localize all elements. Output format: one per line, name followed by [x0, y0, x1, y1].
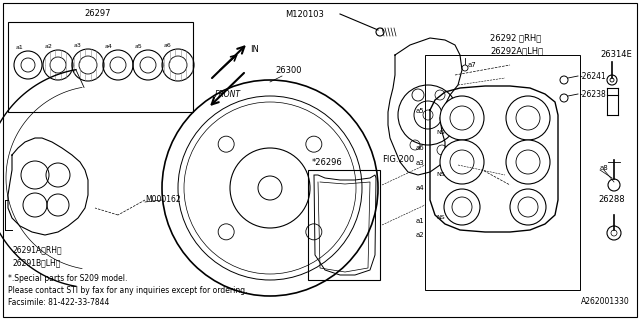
Text: a3: a3 — [415, 160, 424, 166]
Text: a8: a8 — [600, 165, 609, 171]
Circle shape — [444, 189, 480, 225]
Text: -26241: -26241 — [580, 72, 607, 81]
Text: 26288: 26288 — [598, 195, 625, 204]
Text: a4: a4 — [105, 44, 113, 49]
Circle shape — [510, 189, 546, 225]
Text: a4: a4 — [415, 185, 424, 191]
Text: -26238: -26238 — [580, 90, 607, 99]
Text: a7: a7 — [468, 62, 477, 68]
Text: 26291A〈RH〉: 26291A〈RH〉 — [12, 245, 61, 254]
Text: 26297: 26297 — [84, 9, 111, 18]
Bar — [8, 22, 193, 112]
Text: a6: a6 — [164, 43, 172, 48]
Text: *26296: *26296 — [312, 158, 343, 167]
Text: 26314E: 26314E — [600, 50, 632, 59]
Text: a1: a1 — [16, 45, 24, 50]
Text: FRONT: FRONT — [215, 90, 241, 99]
Text: a6: a6 — [415, 145, 424, 151]
Text: Please contact STI by fax for any inquiries except for ordering.: Please contact STI by fax for any inquir… — [8, 286, 248, 295]
Text: a2: a2 — [415, 232, 424, 238]
Text: a5: a5 — [415, 108, 424, 114]
Text: IN: IN — [250, 45, 259, 54]
Text: FIG.200: FIG.200 — [382, 155, 414, 164]
Text: NS: NS — [436, 215, 445, 220]
Text: A262001330: A262001330 — [581, 297, 630, 306]
Text: 26300: 26300 — [275, 66, 301, 75]
Text: M120103: M120103 — [285, 10, 324, 19]
Circle shape — [440, 140, 484, 184]
Text: 26292 〈RH〉: 26292 〈RH〉 — [490, 33, 541, 42]
Text: *.Special parts for S209 model.: *.Special parts for S209 model. — [8, 274, 127, 283]
Circle shape — [440, 96, 484, 140]
Text: NS: NS — [436, 172, 445, 177]
Text: 26292A〈LH〉: 26292A〈LH〉 — [490, 46, 543, 55]
Text: NS: NS — [436, 130, 445, 135]
Text: a5: a5 — [135, 44, 143, 49]
Bar — [425, 55, 580, 290]
Text: M000162: M000162 — [145, 195, 180, 204]
Text: a2: a2 — [45, 44, 53, 49]
Text: 26291B〈LH〉: 26291B〈LH〉 — [12, 258, 60, 267]
Text: a1: a1 — [415, 218, 424, 224]
Circle shape — [506, 140, 550, 184]
Bar — [308, 170, 380, 280]
Text: a3: a3 — [74, 43, 82, 48]
Text: Facsimile: 81-422-33-7844: Facsimile: 81-422-33-7844 — [8, 298, 109, 307]
Circle shape — [506, 96, 550, 140]
